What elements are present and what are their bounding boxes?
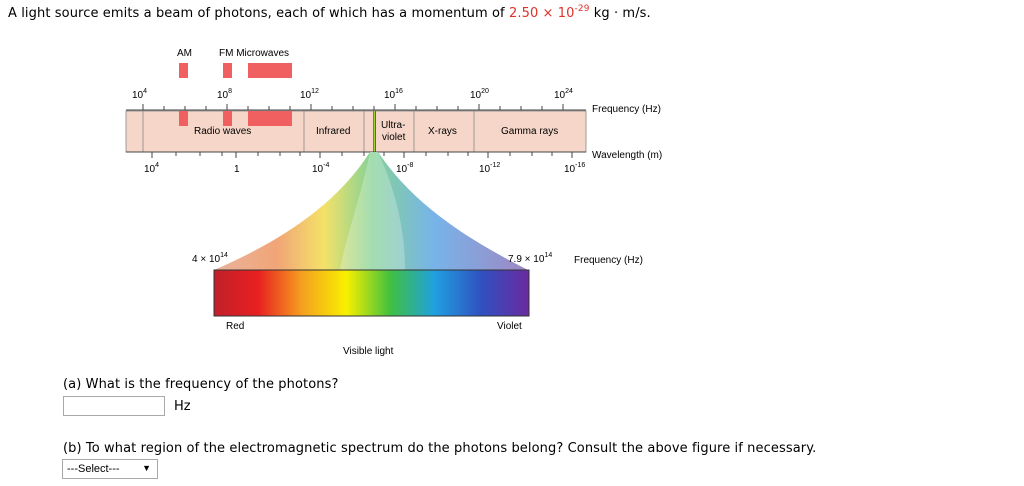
wavelength-axis-minor-ticks: [151, 152, 573, 158]
am-label: AM: [177, 48, 192, 59]
freq-tick: 1012: [300, 88, 319, 101]
wave-tick: 10-4: [312, 162, 329, 175]
frequency-ticks: 104 108 1012 1016 1020 1024: [132, 88, 573, 101]
dropdown-arrow-icon: ▼: [142, 463, 151, 473]
freq-tick: 1016: [384, 88, 403, 101]
fm-band-inner: [223, 111, 232, 126]
freq-tick: 1020: [470, 88, 489, 101]
visible-spectrum-bar: [213, 269, 530, 317]
freq-tick: 1024: [554, 88, 573, 101]
wave-tick: 10-12: [479, 162, 500, 175]
wave-tick: 10-16: [564, 162, 585, 175]
wave-tick: 104: [144, 162, 159, 175]
region-select-dropdown[interactable]: ---Select--- ▼: [62, 459, 158, 479]
momentum-value: 2.50 × 10-29: [508, 4, 590, 22]
visible-low-frequency: 4 × 1014: [192, 252, 228, 265]
wave-tick: 10-8: [396, 162, 413, 175]
frequency-answer-input[interactable]: [63, 396, 165, 416]
region-infrared: Infrared: [316, 126, 350, 137]
visible-frequency-label: Frequency (Hz): [574, 255, 643, 266]
frequency-axis-label: Frequency (Hz): [592, 104, 661, 115]
question-intro-text: A light source emits a beam of photons, …: [8, 6, 509, 21]
visible-high-frequency: 7.9 × 1014: [508, 252, 552, 265]
visible-light-fan-overlay: [340, 152, 405, 270]
part-a-question: (a) What is the frequency of the photons…: [63, 377, 339, 392]
frequency-unit-label: Hz: [174, 399, 191, 414]
momentum-exponent: -29: [574, 4, 590, 14]
question-intro: A light source emits a beam of photons, …: [8, 4, 651, 22]
wavelength-ticks: 104 1 10-4 10-8 10-12 10-16: [144, 162, 585, 175]
visible-slice: [373, 111, 376, 152]
region-dividers: [142, 111, 475, 152]
frequency-axis-minor-ticks: [142, 104, 564, 110]
momentum-mantissa: 2.50 × 10: [508, 6, 575, 21]
region-gamma-rays: Gamma rays: [501, 126, 558, 137]
violet-label: Violet: [497, 321, 522, 332]
region-ultraviolet-2: violet: [382, 132, 406, 143]
red-label: Red: [226, 321, 244, 332]
microwaves-band-inner: [248, 111, 292, 126]
region-x-rays: X-rays: [428, 126, 457, 137]
visible-light-label: Visible light: [343, 346, 394, 357]
fm-microwaves-label: FM Microwaves: [219, 48, 289, 59]
part-b-question: (b) To what region of the electromagneti…: [63, 441, 817, 456]
fm-band-marker: [223, 63, 232, 78]
select-value: ---Select---: [67, 463, 120, 475]
microwaves-band-marker: [248, 63, 292, 78]
wave-tick: 1: [234, 164, 240, 175]
am-band-marker: [179, 63, 188, 78]
freq-tick: 108: [217, 88, 232, 101]
visible-light-fan: [214, 152, 528, 270]
am-band-inner: [179, 111, 188, 126]
region-ultraviolet-1: Ultra-: [381, 120, 405, 131]
region-radio-waves: Radio waves: [194, 126, 251, 137]
wavelength-axis-label: Wavelength (m): [592, 150, 662, 161]
freq-tick: 104: [132, 88, 147, 101]
region-labels: Radio waves Infrared Ultra- violet X-ray…: [194, 120, 558, 143]
momentum-unit: kg · m/s.: [589, 6, 651, 21]
